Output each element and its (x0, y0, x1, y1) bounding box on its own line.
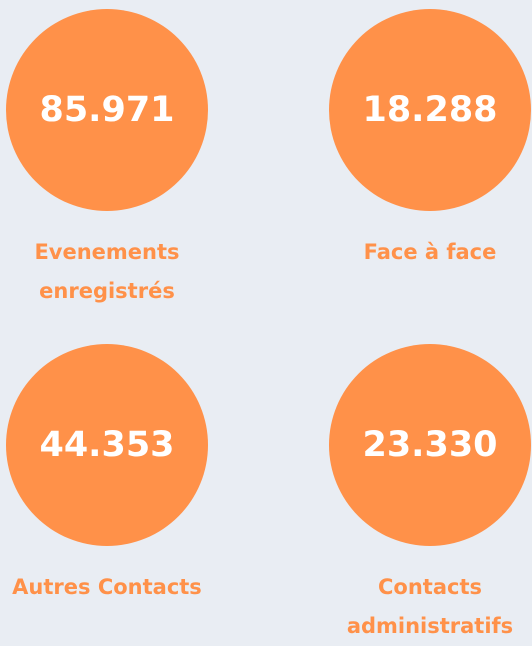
stat-label: Autres Contacts (12, 575, 202, 599)
stat-value: 18.288 (329, 9, 531, 211)
stat-item: 23.330 Contacts administratifs (310, 344, 532, 646)
stat-value: 23.330 (329, 344, 531, 546)
stat-value: 44.353 (6, 344, 208, 546)
stat-label: Contacts administratifs (346, 575, 514, 638)
stat-label: Evenements enregistrés (34, 240, 180, 303)
stat-item: 85.971 Evenements enregistrés (0, 9, 227, 311)
stat-label: Face à face (363, 240, 497, 264)
stat-value: 85.971 (6, 9, 208, 211)
stat-item: 18.288 Face à face (310, 9, 532, 272)
stat-item: 44.353 Autres Contacts (0, 344, 227, 607)
